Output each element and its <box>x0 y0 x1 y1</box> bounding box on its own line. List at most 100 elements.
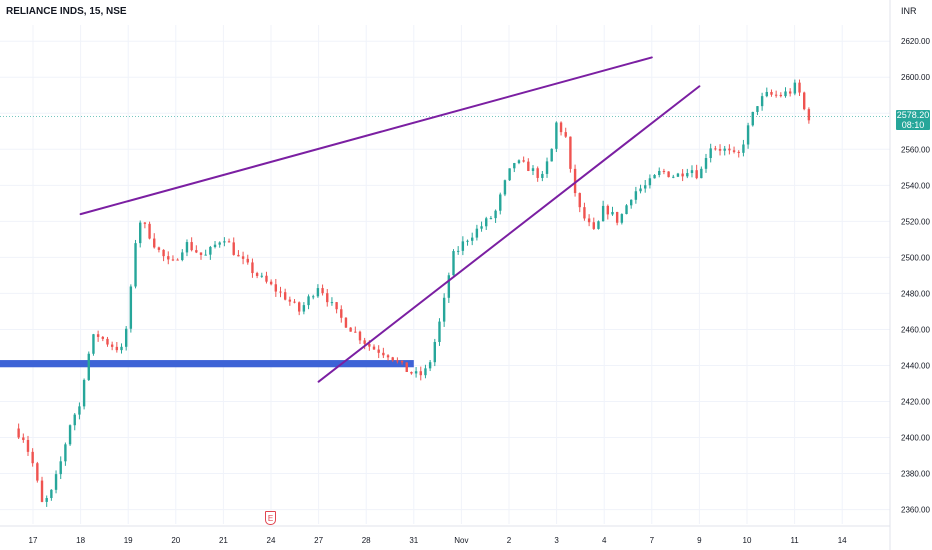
y-tick-label: 2440.00 <box>901 361 930 370</box>
candle-body <box>396 360 399 362</box>
candle-body <box>349 327 352 332</box>
candle-body <box>36 463 39 481</box>
x-tick-label: Nov <box>454 536 468 545</box>
candle-body <box>302 305 306 312</box>
support-zone <box>0 360 414 368</box>
candle-body <box>592 222 595 229</box>
candle-body <box>209 246 212 255</box>
last-price-value: 2578.20 <box>896 109 930 120</box>
candle-body <box>312 296 315 298</box>
candle-body <box>293 301 296 303</box>
candle-body <box>190 242 193 251</box>
candle-body <box>410 371 413 374</box>
y-tick-label: 2480.00 <box>901 289 930 298</box>
candle-body <box>461 241 465 251</box>
candle-body <box>452 251 455 276</box>
candle-body <box>536 168 539 178</box>
candle-body <box>139 222 142 244</box>
y-tick-label: 2540.00 <box>901 181 930 190</box>
candle-body <box>424 368 427 376</box>
candle-body <box>335 302 338 310</box>
candle-body <box>728 148 731 151</box>
candle-body <box>213 244 217 247</box>
y-tick-label: 2560.00 <box>901 145 930 154</box>
candle-body <box>419 371 422 376</box>
candle-body <box>629 199 633 206</box>
x-tick-label: 28 <box>362 536 371 545</box>
candle-body <box>391 357 394 361</box>
candle-body <box>658 170 661 176</box>
candle-body <box>587 218 591 223</box>
candle-body <box>40 480 44 502</box>
candle-body <box>218 242 221 245</box>
candle-body <box>171 259 175 261</box>
candle-body <box>559 122 563 133</box>
x-tick-label: 20 <box>171 536 180 545</box>
candle-body <box>583 207 586 219</box>
candle-body <box>167 256 170 260</box>
candle-body <box>681 173 684 177</box>
y-tick-label: 2620.00 <box>901 37 930 46</box>
candle-body <box>297 302 301 312</box>
candle-body <box>760 96 764 107</box>
candle-body <box>316 288 320 297</box>
candle-body <box>354 331 357 333</box>
candle-body <box>686 173 689 177</box>
candle-body <box>695 170 698 179</box>
candle-body <box>92 334 95 354</box>
candle-body <box>774 94 778 96</box>
candle-body <box>466 240 469 242</box>
candle-body <box>709 148 712 159</box>
candle-body <box>321 288 324 294</box>
candle-body <box>447 275 451 298</box>
candle-body <box>513 163 516 169</box>
candle-body <box>751 111 754 126</box>
earnings-icon[interactable]: E <box>265 511 276 525</box>
trendline <box>79 56 653 216</box>
x-tick-label: 18 <box>76 536 85 545</box>
candle-body <box>283 292 287 300</box>
candle-body <box>700 168 703 179</box>
candle-body <box>288 299 292 302</box>
candle-body <box>779 94 783 97</box>
bar-countdown: 08:10 <box>901 119 925 130</box>
candle-body <box>22 437 25 440</box>
candle-body <box>31 451 34 464</box>
candle-body <box>718 148 722 151</box>
candle-body <box>433 341 436 363</box>
candle-body <box>485 218 488 227</box>
x-tick-label: 14 <box>838 536 847 545</box>
candle-body <box>807 109 811 121</box>
candle-body <box>78 406 81 415</box>
candle-body <box>195 250 198 253</box>
candle-body <box>50 489 53 499</box>
y-tick-label: 2380.00 <box>901 470 930 479</box>
candle-body <box>690 170 694 174</box>
candle-body <box>742 144 745 153</box>
candle-body <box>181 252 184 261</box>
x-tick-label: 2 <box>507 536 512 545</box>
candle-body <box>143 222 147 224</box>
candle-body <box>307 296 310 306</box>
candle-body <box>255 273 259 276</box>
candle-body <box>223 241 226 243</box>
candle-body <box>573 168 577 194</box>
candle-body <box>344 317 348 328</box>
x-tick-label: 19 <box>124 536 133 545</box>
candle-body <box>382 352 385 356</box>
candle-body <box>400 360 404 363</box>
candle-body <box>153 238 156 248</box>
candle-body <box>517 160 521 164</box>
candle-body <box>545 161 549 174</box>
candle-body <box>405 362 408 372</box>
candle-body <box>625 205 628 215</box>
y-tick-label: 2460.00 <box>901 325 930 334</box>
candle-body <box>770 91 773 95</box>
candle-body <box>667 171 670 178</box>
candle-body <box>620 214 624 223</box>
candle-body <box>606 205 610 215</box>
candle-body <box>564 132 567 137</box>
candle-body <box>363 340 366 344</box>
candle-body <box>499 194 502 211</box>
